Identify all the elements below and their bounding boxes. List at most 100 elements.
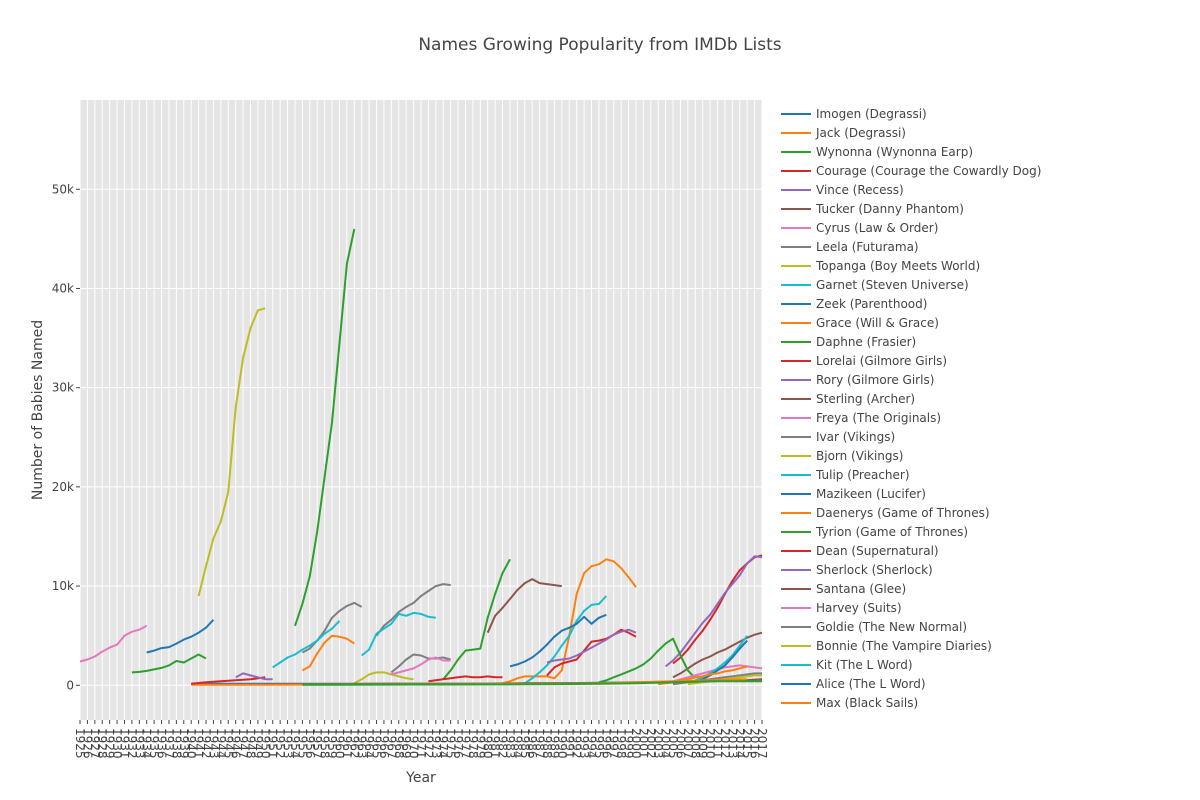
background-series-lines [131, 554, 763, 686]
x-tick-label: 1992 [570, 728, 584, 759]
x-tick-label: 1987 [533, 728, 547, 759]
x-tick-label: 2012 [718, 728, 732, 759]
x-tick-label: 2015 [740, 728, 754, 759]
chart-title: Names Growing Popularity from IMDb Lists [418, 35, 781, 55]
x-tick-label: 1979 [473, 728, 487, 759]
x-tick-label: 1931 [117, 728, 131, 759]
background-series-line [375, 583, 451, 637]
x-tick-label: 1953 [281, 728, 295, 759]
x-tick-label: 1968 [392, 728, 406, 759]
series-lines [79, 228, 562, 685]
series-line [486, 578, 562, 634]
y-tick-label: 30k [52, 381, 74, 395]
x-tick-label: 1982 [496, 728, 510, 759]
legend-item-label: Grace (Will & Grace) [816, 316, 939, 330]
background-series-line [509, 613, 607, 668]
background-series-line [546, 628, 637, 677]
background-series-line [391, 656, 451, 676]
x-tick-label: 2006 [673, 728, 687, 759]
x-tick-label: 1935 [147, 728, 161, 759]
x-tick-label: 1949 [251, 728, 265, 759]
background-series-line [353, 671, 414, 685]
x-tick-label: 1946 [229, 728, 243, 759]
x-tick-label: 1955 [295, 728, 309, 759]
legend-item-label: Max (Black Sails) [816, 696, 918, 710]
x-tick-label: 1945 [221, 728, 235, 759]
series-line [79, 624, 148, 663]
x-tick-label: 2008 [688, 728, 702, 759]
series-line [146, 619, 215, 654]
x-tick-label: 1937 [162, 728, 176, 759]
legend-item-label: Kit (The L Word) [816, 658, 913, 672]
x-tick-label: 1991 [562, 728, 576, 759]
y-axis-ticks: 0 10k 20k 30k 40k 50k [52, 182, 80, 692]
x-tick-label: 1976 [451, 728, 465, 759]
legend-item-label: Zeek (Parenthood) [816, 297, 927, 311]
legend-item-label: Ivar (Vikings) [816, 430, 895, 444]
x-tick-label: 1947 [236, 728, 250, 759]
x-tick-label: 1928 [95, 728, 109, 759]
x-tick-label: 2005 [666, 728, 680, 759]
legend-item-label: Daenerys (Game of Thrones) [816, 506, 990, 520]
legend-item-label: Rory (Gilmore Girls) [816, 373, 934, 387]
x-tick-label: 2017 [755, 728, 769, 759]
x-tick-label: 1938 [169, 728, 183, 759]
x-tick-label: 1993 [577, 728, 591, 759]
background-series-line [598, 637, 697, 684]
x-axis-ticks: 1925192619271928192919301931193219331934… [73, 720, 769, 759]
x-tick-label: 1973 [429, 728, 443, 759]
x-tick-label: 1925 [73, 728, 87, 759]
x-tick-label: 1939 [177, 728, 191, 759]
x-tick-label: 1932 [125, 728, 139, 759]
x-tick-label: 2004 [659, 728, 673, 759]
series-line [235, 672, 273, 681]
x-tick-label: 1963 [355, 728, 369, 759]
x-tick-label: 1943 [206, 728, 220, 759]
legend: Imogen (Degrassi) Jack (Degrassi) Wynonna … [781, 107, 1041, 710]
legend-item-label: Jack (Degrassi) [815, 126, 906, 140]
legend-item-label: Santana (Glee) [816, 582, 906, 596]
x-tick-label: 1957 [310, 728, 324, 759]
y-axis-title: Number of Babies Named [30, 320, 46, 500]
legend-item-label: Alice (The L Word) [816, 677, 926, 691]
legend-item-label: Vince (Recess) [816, 183, 904, 197]
y-tick-label: 40k [52, 281, 74, 295]
x-tick-label: 1985 [518, 728, 532, 759]
x-tick-label: 2007 [681, 728, 695, 759]
legend-item-label: Wynonna (Wynonna Earp) [816, 145, 973, 159]
x-tick-label: 1999 [622, 728, 636, 759]
y-tick-label: 10k [52, 579, 74, 593]
legend-item-label: Leela (Futurama) [816, 240, 919, 254]
x-tick-label: 1952 [273, 728, 287, 759]
x-tick-label: 1941 [192, 728, 206, 759]
legend-item-label: Goldie (The New Normal) [816, 620, 967, 634]
x-tick-label: 1958 [318, 728, 332, 759]
legend-item-label: Cyrus (Law & Order) [816, 221, 938, 235]
x-tick-label: 1988 [540, 728, 554, 759]
x-tick-label: 1967 [384, 728, 398, 759]
x-tick-label: 2001 [636, 728, 650, 759]
x-tick-label: 1978 [466, 728, 480, 759]
x-axis-title: Year [405, 770, 436, 786]
background-series-line [302, 680, 762, 686]
legend-item-label: Bjorn (Vikings) [816, 449, 903, 463]
x-tick-label: 1994 [585, 728, 599, 759]
x-tick-label: 1986 [525, 728, 539, 759]
x-tick-label: 1981 [488, 728, 502, 759]
x-tick-label: 1936 [155, 728, 169, 759]
legend-item-label: Harvey (Suits) [816, 601, 902, 615]
x-tick-label: 1950 [258, 728, 272, 759]
background-series-line [428, 675, 503, 683]
x-tick-label: 1971 [414, 728, 428, 759]
x-tick-label: 1926 [80, 728, 94, 759]
legend-item-label: Topanga (Boy Meets World) [815, 259, 980, 273]
series-line [197, 307, 266, 597]
x-tick-label: 1974 [436, 728, 450, 759]
x-tick-label: 1940 [184, 728, 198, 759]
series-line [191, 676, 266, 685]
x-tick-label: 1970 [407, 728, 421, 759]
x-tick-label: 2000 [629, 728, 643, 759]
x-tick-label: 1965 [370, 728, 384, 759]
y-tick-label: 0 [66, 678, 74, 692]
